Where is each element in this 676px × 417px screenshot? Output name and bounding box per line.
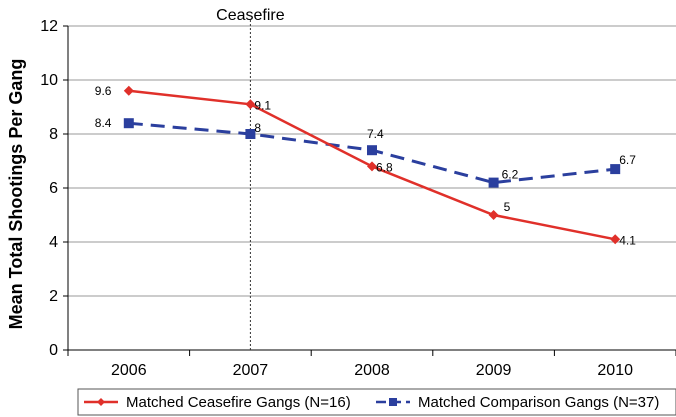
x-tick-label: 2010 (597, 362, 633, 379)
ceasefire-annotation: Ceasefire (216, 7, 285, 350)
gridlines (68, 25, 676, 297)
data-label: 6.2 (502, 168, 519, 182)
x-tick-label: 2009 (476, 362, 512, 379)
data-label: 9.6 (95, 84, 112, 98)
data-point (367, 145, 377, 156)
y-tick-label: 6 (49, 180, 58, 197)
data-label: 5 (504, 200, 511, 214)
data-label: 6.7 (619, 153, 636, 167)
legend-swatch-marker (389, 398, 397, 406)
data-point (123, 85, 134, 96)
data-point (123, 118, 134, 129)
data-point (367, 161, 377, 172)
series-group: 8.4 8 7.4 6.2 6.7 9.6 9.1 6.8 5 4.1 (95, 84, 636, 248)
legend: Matched Ceasefire Gangs (N=16) Matched Co… (77, 388, 676, 416)
data-label: 7.4 (367, 127, 384, 141)
y-tick-label: 4 (49, 234, 58, 251)
y-axis-label: Mean Total Shootings Per Gang (6, 59, 26, 330)
data-label: 8 (254, 121, 261, 135)
x-tick-label: 2006 (111, 362, 147, 379)
data-point (610, 234, 621, 245)
x-tick-label: 2008 (354, 362, 390, 379)
y-tick-label: 8 (49, 126, 58, 143)
y-tick-label: 0 (49, 342, 58, 359)
legend-entry-label: Matched Comparison Gangs (N=37) (418, 394, 659, 411)
y-tick-labels: 0 2 4 6 8 10 12 (40, 18, 58, 359)
legend-swatch-marker (97, 398, 105, 406)
data-point (488, 177, 499, 188)
data-label: 4.1 (619, 233, 636, 247)
y-tick-label: 10 (40, 72, 58, 89)
ceasefire-annotation-label: Ceasefire (216, 7, 285, 24)
data-point (245, 129, 256, 139)
legend-entry-label: Matched Ceasefire Gangs (N=16) (126, 394, 351, 411)
x-tick-labels: 2006 2007 2008 2009 2010 (111, 362, 633, 379)
data-point (610, 164, 621, 175)
data-label: 9.1 (254, 98, 271, 112)
y-tick-label: 12 (40, 18, 58, 35)
y-tick-label: 2 (49, 288, 58, 305)
data-label: 8.4 (95, 116, 112, 130)
x-tick-label: 2007 (233, 362, 269, 379)
data-point (488, 210, 499, 220)
axes (63, 25, 676, 356)
data-point (245, 99, 256, 110)
data-label: 6.8 (376, 160, 393, 174)
